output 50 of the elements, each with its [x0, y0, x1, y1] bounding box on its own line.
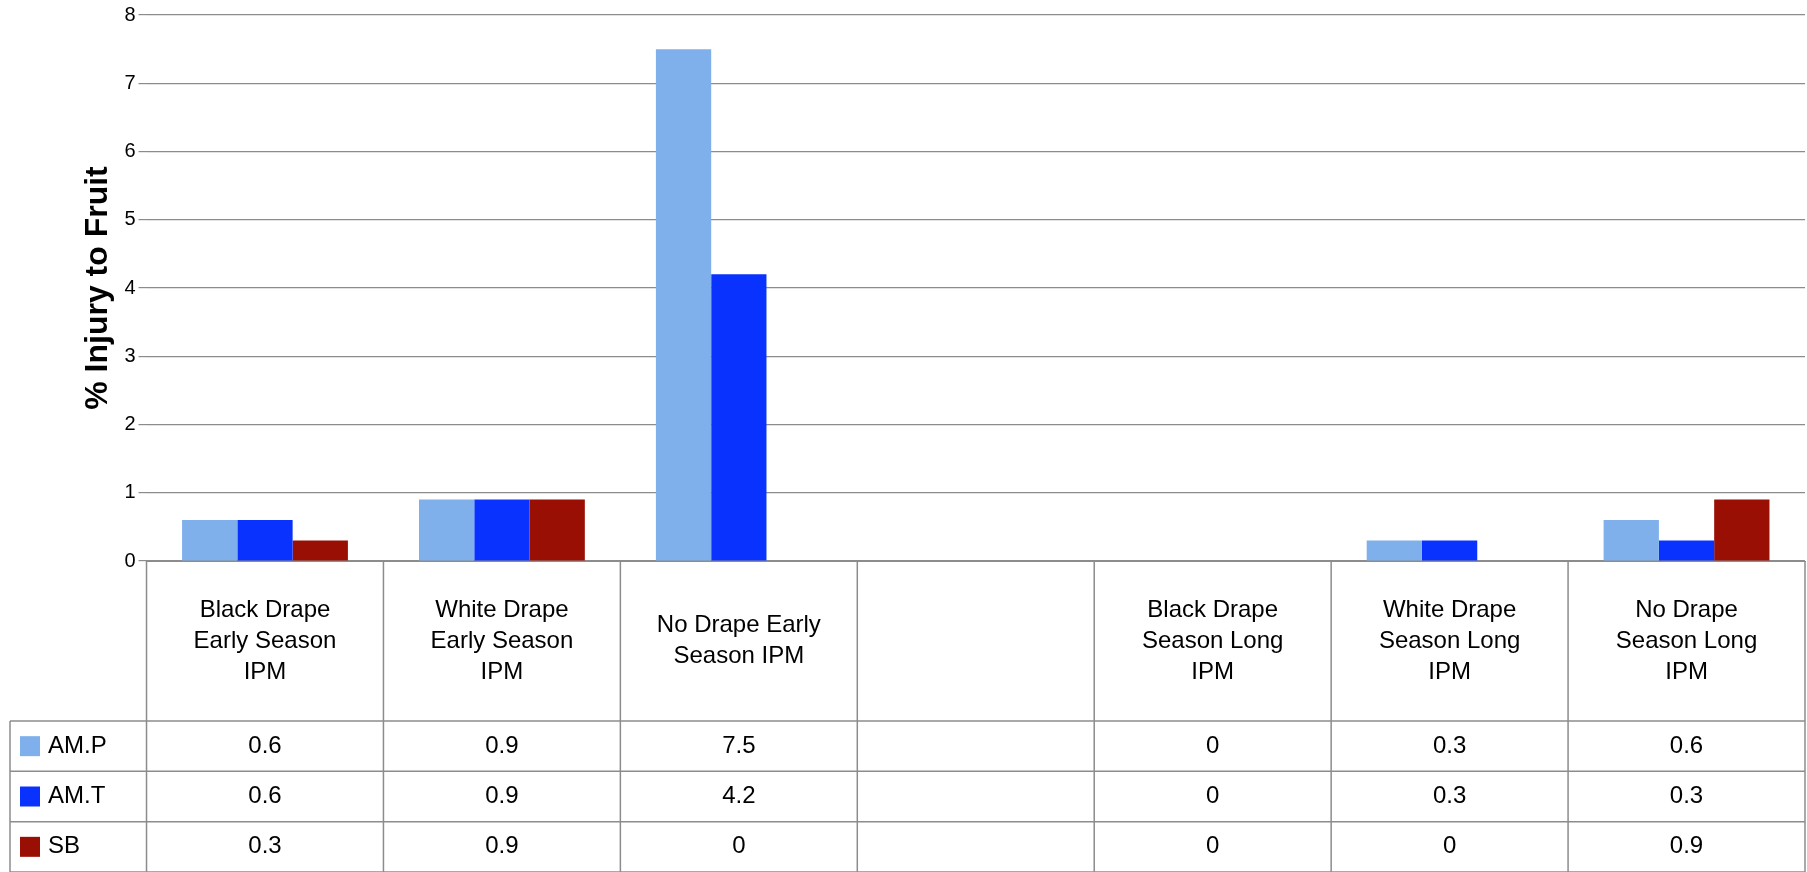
- y-tick-label: 7: [124, 70, 136, 93]
- data-label: 0.9: [485, 781, 519, 809]
- bar: [418, 499, 475, 561]
- x-tick-label: White Drape Early Season IPM: [430, 594, 574, 684]
- data-label: 7.5: [722, 730, 756, 758]
- y-axis-title: % Injury to Fruit: [78, 165, 115, 410]
- data-label: 0.9: [1669, 831, 1704, 859]
- data-label: 0: [1206, 781, 1220, 809]
- data-label: 0.9: [485, 831, 519, 859]
- data-label: 0.3: [1432, 781, 1467, 809]
- x-tick-label: Black Drape Season Long IPM: [1141, 594, 1284, 684]
- y-tick-label: 1: [124, 480, 136, 503]
- data-label: 0.6: [248, 781, 282, 809]
- bar: [1366, 540, 1422, 561]
- legend-label: AM.P: [48, 730, 107, 758]
- y-tick-label: 0: [124, 548, 136, 571]
- bar: [182, 520, 238, 561]
- bar: [529, 499, 585, 561]
- y-tick-label: 2: [124, 412, 136, 435]
- y-tick-label: 6: [124, 139, 136, 162]
- y-tick-label: 4: [124, 275, 136, 298]
- bar: [474, 499, 530, 561]
- bar: [655, 49, 712, 561]
- bar: [711, 274, 767, 561]
- data-label: 0.6: [248, 730, 282, 758]
- data-label: 0.3: [1432, 730, 1467, 758]
- data-label: 4.2: [722, 781, 756, 809]
- x-tick-label: White Drape Season Long IPM: [1378, 594, 1521, 684]
- data-label: 0.9: [485, 730, 519, 758]
- data-label: 0: [1206, 730, 1220, 758]
- data-label: 0.3: [1669, 781, 1704, 809]
- bar: [292, 540, 348, 561]
- data-label: 0: [1206, 831, 1220, 859]
- data-label: 0: [1442, 831, 1457, 859]
- y-tick-label: 8: [124, 2, 136, 25]
- y-tick-label: 3: [124, 343, 136, 366]
- y-tick-label: 5: [124, 207, 136, 230]
- data-label: 0.3: [248, 831, 282, 859]
- bar: [1658, 540, 1715, 561]
- legend-label: AM.T: [48, 781, 106, 809]
- data-label: 0: [732, 831, 746, 859]
- x-tick-label: Black Drape Early Season IPM: [193, 594, 337, 684]
- x-tick-label: No Drape Early Season IPM: [656, 610, 821, 669]
- x-tick-label: No Drape Season Long IPM: [1615, 594, 1758, 684]
- data-label: 0.6: [1669, 730, 1704, 758]
- bar: [1603, 520, 1659, 561]
- bar: [1714, 499, 1770, 561]
- bar: [237, 520, 293, 561]
- bar: [1421, 540, 1478, 561]
- legend-label: SB: [48, 831, 81, 859]
